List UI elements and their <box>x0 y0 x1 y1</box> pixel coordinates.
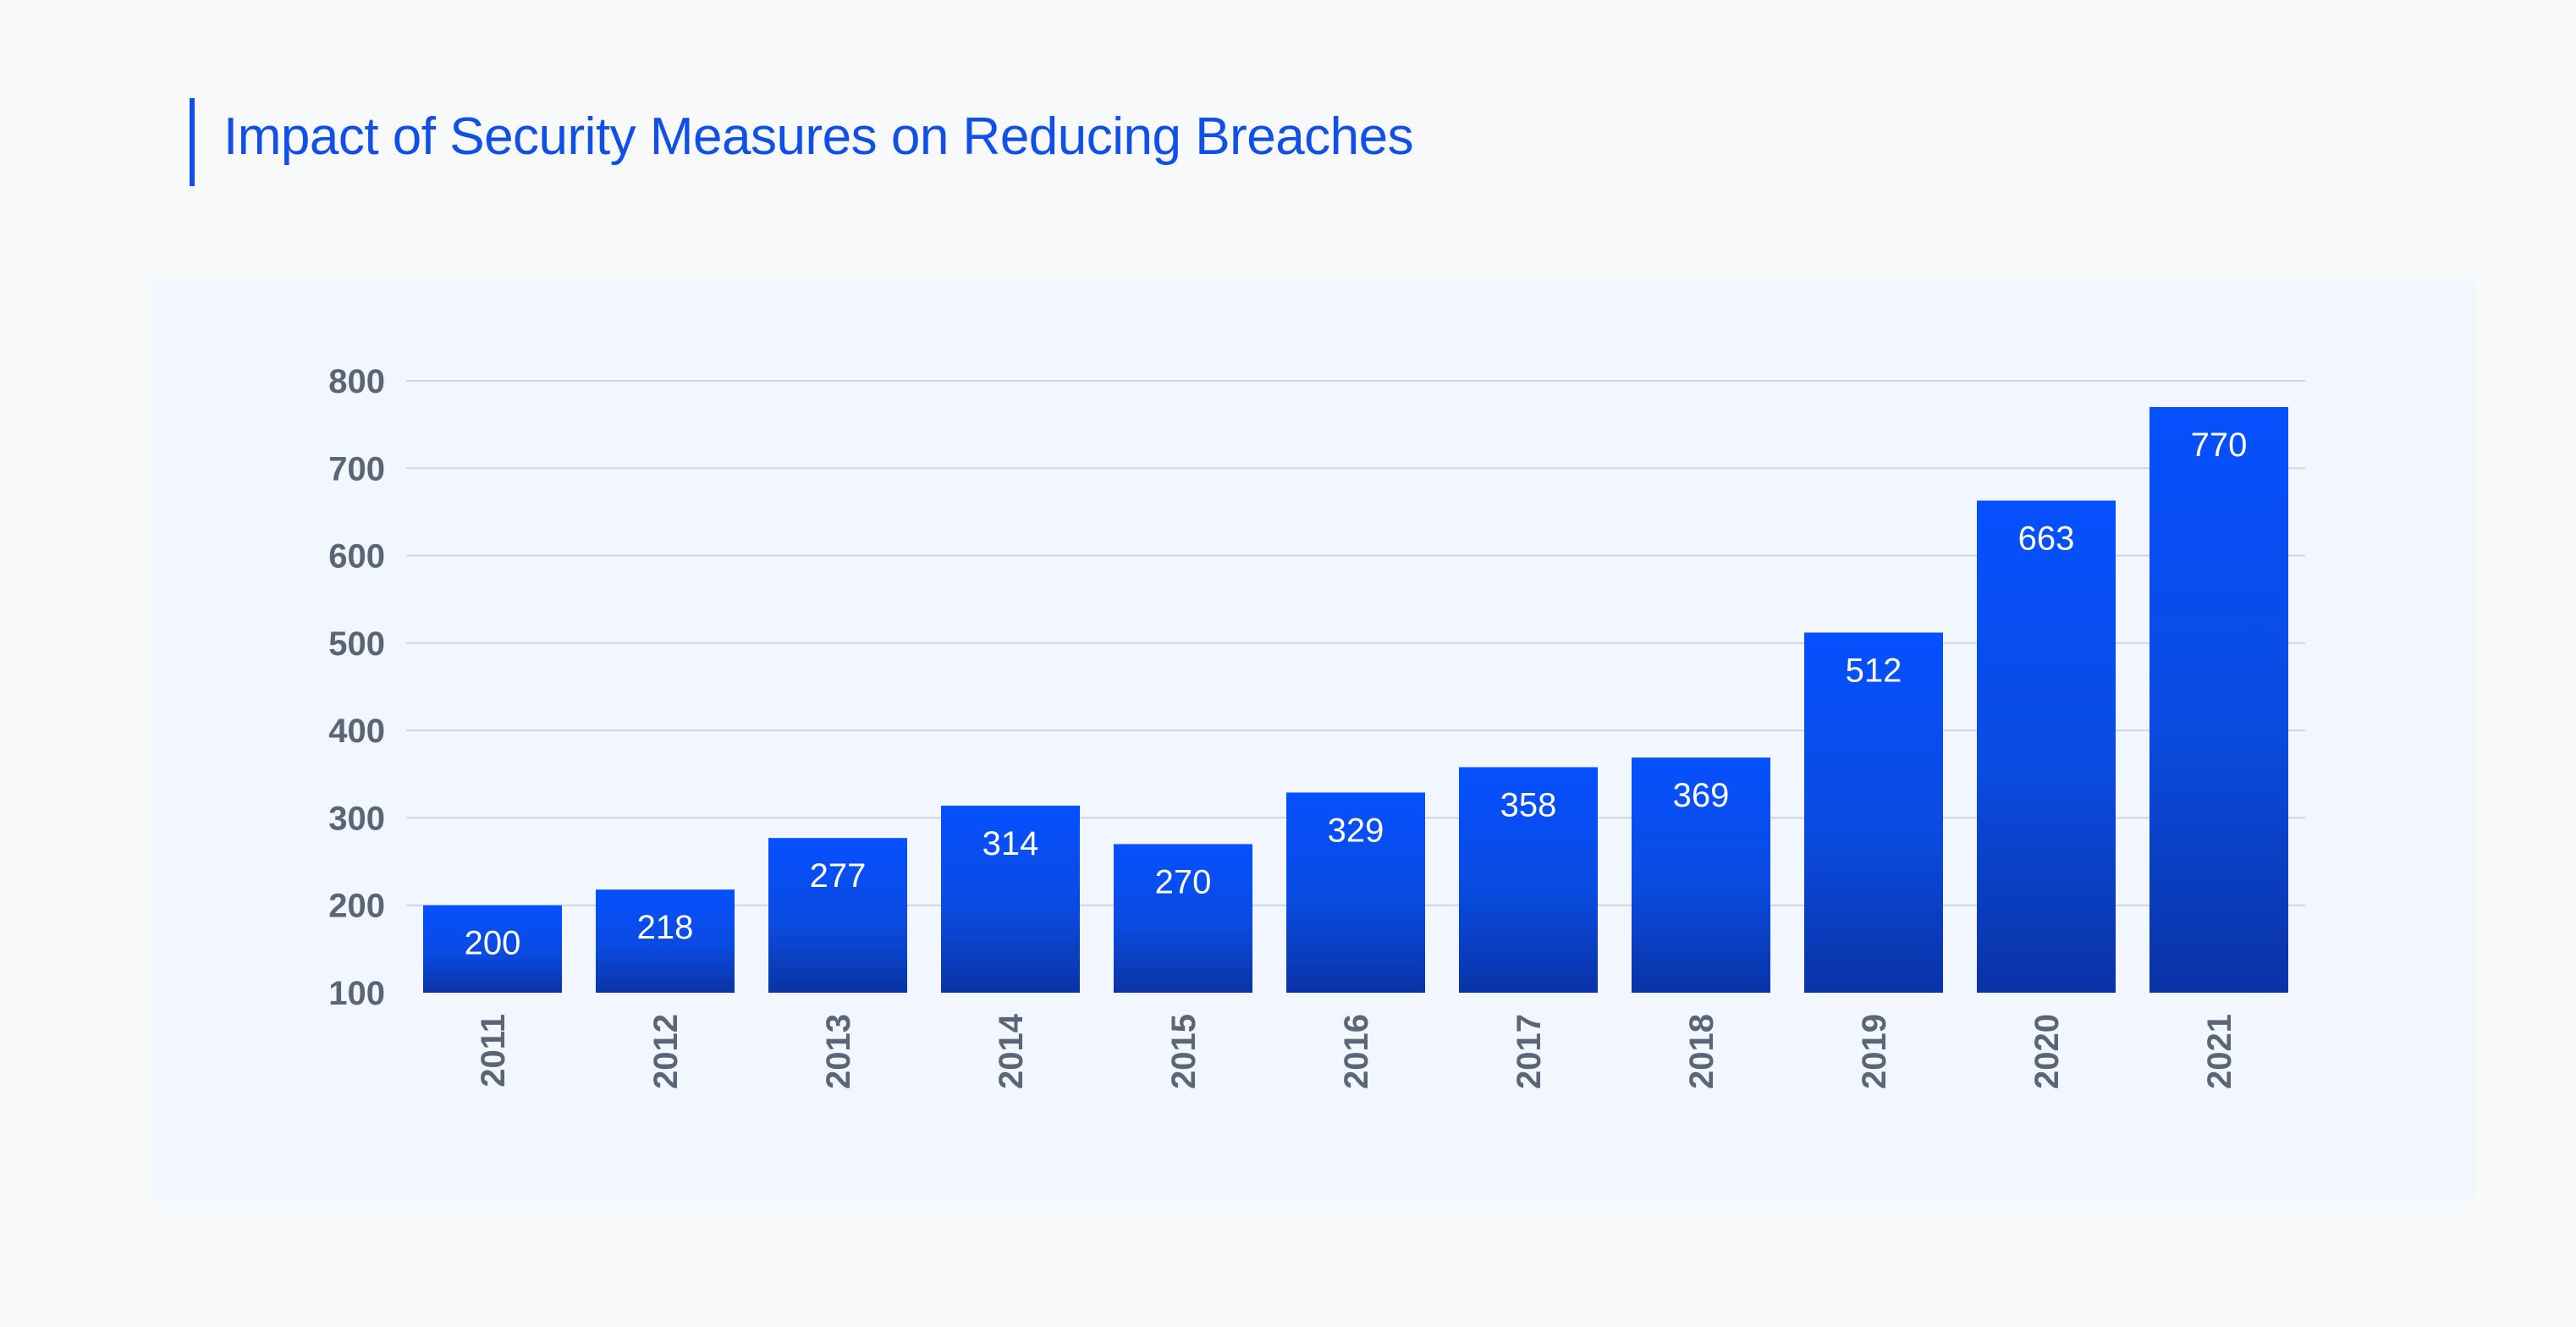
x-tick-label-2019: 2019 <box>1856 1014 1893 1089</box>
bar-2014 <box>941 805 1080 993</box>
x-tick-label-2020: 2020 <box>2028 1014 2066 1089</box>
data-label-2013: 277 <box>810 857 867 895</box>
grid-lines <box>406 380 2305 906</box>
y-tick-label: 400 <box>328 713 385 750</box>
x-tick-label-2018: 2018 <box>1683 1014 1720 1089</box>
x-tick-label-2021: 2021 <box>2201 1014 2238 1089</box>
bar-2021 <box>2149 406 2288 993</box>
bar-2012 <box>596 889 735 993</box>
data-label-2012: 218 <box>637 909 694 946</box>
y-tick-label: 600 <box>328 538 385 575</box>
bar-2017 <box>1459 767 1598 993</box>
y-axis-ticks: 100 200 300 400 500 600 700 800 <box>328 363 385 1012</box>
x-tick-label-2012: 2012 <box>647 1014 685 1089</box>
title-accent-bar <box>190 98 195 186</box>
x-axis-ticks: 2011 2012 2013 2014 2015 2016 2017 2018 2019 2020… <box>475 1013 2238 1089</box>
chart-title: Impact of Security Measures on Reducing … <box>223 107 1414 166</box>
data-label-2011: 200 <box>465 925 521 962</box>
x-tick-label-2016: 2016 <box>1338 1014 1375 1089</box>
bar-2015 <box>1114 844 1252 993</box>
data-label-2019: 512 <box>1846 652 1902 689</box>
data-label-2021: 770 <box>2191 427 2248 464</box>
bars <box>423 406 2288 993</box>
x-tick-label-2015: 2015 <box>1165 1014 1203 1089</box>
y-tick-label: 100 <box>328 975 385 1012</box>
y-tick-label: 200 <box>328 888 385 925</box>
x-tick-label-2014: 2014 <box>993 1013 1030 1089</box>
bar-2019 <box>1804 632 1943 993</box>
data-label-2020: 663 <box>2018 520 2075 558</box>
x-tick-label-2013: 2013 <box>820 1014 857 1089</box>
bar-2016 <box>1286 792 1425 993</box>
y-tick-label: 700 <box>328 450 385 487</box>
x-tick-label-2017: 2017 <box>1511 1014 1548 1089</box>
y-tick-label: 500 <box>328 625 385 663</box>
chart-panel: 100 200 300 400 500 600 700 800 200 218 277 314 270… <box>151 279 2474 1202</box>
y-tick-label: 800 <box>328 363 385 400</box>
bar-2011 <box>423 905 562 993</box>
data-label-2017: 358 <box>1500 787 1557 824</box>
y-tick-label: 300 <box>328 800 385 837</box>
data-labels: 200 218 277 314 270 329 358 369 512 663 770 <box>465 427 2248 962</box>
bar-2020 <box>1977 500 2116 993</box>
bar-2013 <box>768 838 907 993</box>
data-label-2014: 314 <box>983 825 1039 862</box>
data-label-2015: 270 <box>1155 863 1212 900</box>
bar-chart: 100 200 300 400 500 600 700 800 200 218 277 314 270… <box>328 363 2305 1089</box>
x-tick-label-2011: 2011 <box>475 1014 512 1087</box>
data-label-2016: 329 <box>1328 812 1384 849</box>
data-label-2018: 369 <box>1673 777 1730 814</box>
bar-2018 <box>1632 757 1770 993</box>
